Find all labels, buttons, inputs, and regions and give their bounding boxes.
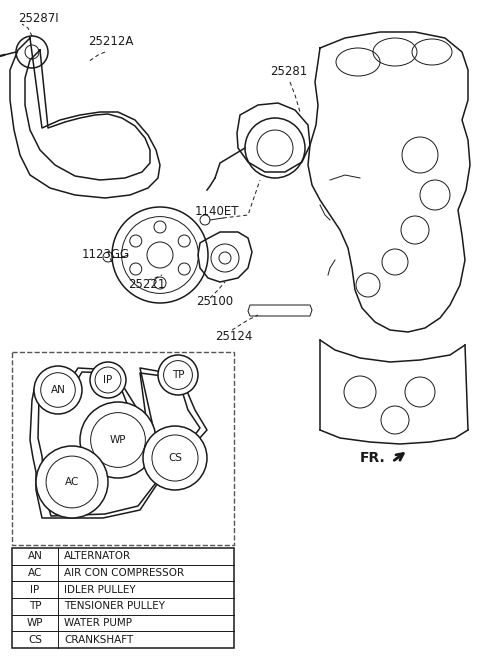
- Text: AIR CON COMPRESSOR: AIR CON COMPRESSOR: [64, 568, 184, 578]
- Text: 25100: 25100: [196, 295, 233, 308]
- Text: 25212A: 25212A: [88, 35, 133, 48]
- Text: 1140ET: 1140ET: [195, 205, 240, 218]
- Text: WP: WP: [110, 435, 126, 445]
- Circle shape: [36, 446, 108, 518]
- Text: 25281: 25281: [270, 65, 307, 78]
- Text: WP: WP: [27, 618, 43, 628]
- Text: TP: TP: [29, 602, 41, 611]
- Text: 25221: 25221: [128, 278, 166, 291]
- Bar: [12, 548, 234, 648]
- Circle shape: [34, 366, 82, 414]
- Text: IP: IP: [30, 584, 40, 595]
- Text: CRANKSHAFT: CRANKSHAFT: [64, 634, 133, 645]
- Circle shape: [90, 362, 126, 398]
- Text: CS: CS: [168, 453, 182, 463]
- Text: 25124: 25124: [215, 330, 252, 343]
- Text: CS: CS: [28, 634, 42, 645]
- Text: WATER PUMP: WATER PUMP: [64, 618, 132, 628]
- Circle shape: [143, 426, 207, 490]
- Text: IP: IP: [103, 375, 113, 385]
- Text: FR.: FR.: [360, 451, 386, 465]
- Text: TP: TP: [172, 370, 184, 380]
- Text: IDLER PULLEY: IDLER PULLEY: [64, 584, 136, 595]
- Circle shape: [158, 355, 198, 395]
- Circle shape: [80, 402, 156, 478]
- Text: AN: AN: [27, 551, 42, 562]
- Text: ALTERNATOR: ALTERNATOR: [64, 551, 131, 562]
- Text: TENSIONER PULLEY: TENSIONER PULLEY: [64, 602, 165, 611]
- Bar: [12, 352, 234, 545]
- Text: AC: AC: [28, 568, 42, 578]
- Text: AC: AC: [65, 477, 79, 487]
- Text: 25287I: 25287I: [18, 12, 59, 25]
- Text: 1123GG: 1123GG: [82, 248, 130, 261]
- Text: AN: AN: [50, 385, 65, 395]
